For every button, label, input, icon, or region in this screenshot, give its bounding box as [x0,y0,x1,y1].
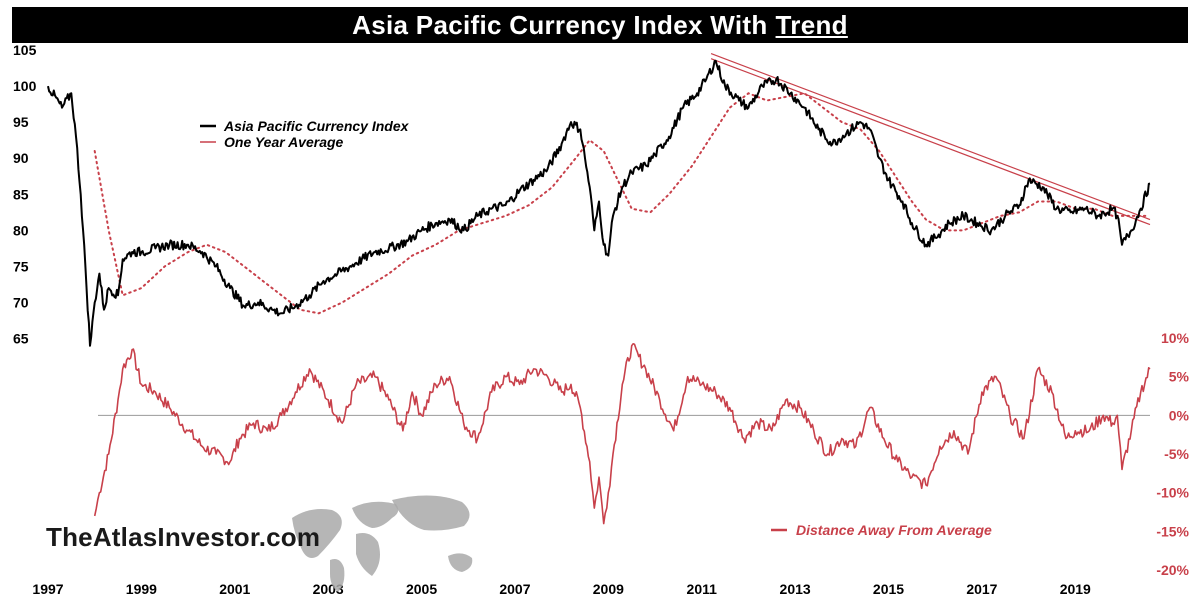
left-axis: 65 70 75 80 85 90 95 100 105 [13,42,37,347]
world-map-shape [448,553,473,572]
x-tick-label: 2007 [499,581,530,597]
left-tick-label: 105 [13,42,37,58]
x-axis: 1997 1999 2001 2003 2005 2007 2009 2011 2013 2015… [32,581,1091,597]
world-map-shape [352,501,399,528]
chart-title-emphasis: Trend [775,9,848,40]
series-lines [47,59,1151,525]
trend-line-1 [710,53,1151,221]
x-tick-label: 2011 [687,581,718,597]
x-tick-label: 1999 [126,581,157,597]
world-map-shape [356,533,380,576]
x-tick-label: 2005 [406,581,437,597]
right-tick-label: -5% [1164,446,1189,462]
world-map-shape [392,495,470,531]
chart-title: Asia Pacific Currency Index With [352,9,768,40]
left-tick-label: 90 [13,150,29,166]
left-tick-label: 85 [13,186,29,202]
trend-line-2 [710,58,1151,226]
left-tick-label: 70 [13,295,29,311]
left-tick-label: 95 [13,114,29,130]
x-tick-label: 2017 [966,581,997,597]
right-tick-label: 5% [1169,369,1190,385]
series-line-asia-pacific-currency-index [47,59,1151,347]
left-tick-label: 75 [13,258,29,274]
x-tick-label: 2019 [1060,581,1091,597]
legend-label-average: One Year Average [224,134,344,150]
right-tick-label: 10% [1161,330,1190,346]
x-tick-label: 2001 [219,581,250,597]
world-map-shape [330,559,345,592]
world-map-shape [292,509,342,558]
right-axis: 10% 5% 0% -5% -10% -15% -20% [1156,330,1189,578]
x-tick-label: 2009 [593,581,624,597]
left-tick-label: 100 [13,78,37,94]
right-tick-label: -10% [1156,485,1189,501]
world-map-icon [292,495,473,592]
chart-title-bar: Asia Pacific Currency Index With Trend [12,7,1188,43]
right-tick-label: -20% [1156,562,1189,578]
series-line-one-year-average [93,92,1147,315]
x-tick-label: 2013 [780,581,811,597]
series-line-distance-from-average [93,343,1151,525]
legend-label-index: Asia Pacific Currency Index [223,118,410,134]
left-tick-label: 65 [13,331,29,347]
right-tick-label: 0% [1169,407,1190,423]
x-tick-label: 1997 [32,581,63,597]
x-tick-label: 2015 [873,581,904,597]
right-tick-label: -15% [1156,523,1189,539]
watermark-text: TheAtlasInvestor.com [46,522,321,552]
legend-label-distance: Distance Away From Average [796,522,992,538]
left-tick-label: 80 [13,222,29,238]
